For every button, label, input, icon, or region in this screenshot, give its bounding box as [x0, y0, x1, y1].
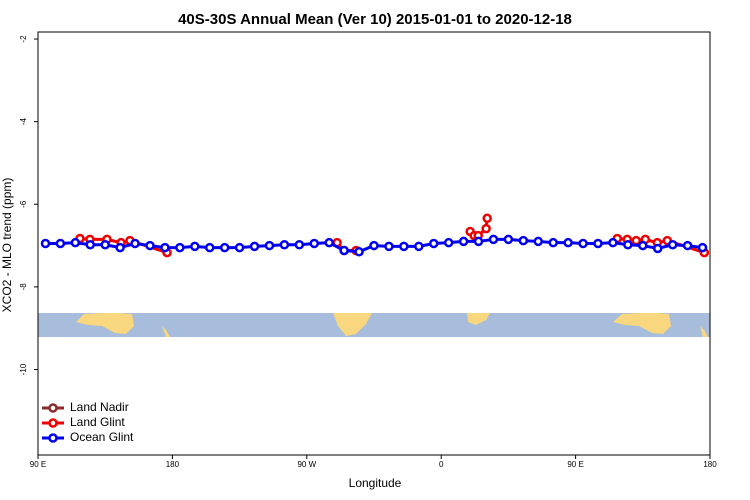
point	[264, 240, 275, 251]
point	[160, 242, 170, 253]
point	[482, 213, 492, 224]
point	[309, 238, 320, 249]
point	[130, 238, 140, 249]
point	[70, 237, 81, 248]
point	[40, 238, 51, 249]
point	[473, 236, 484, 247]
point	[488, 234, 499, 245]
point	[175, 242, 185, 253]
legend-label: Land Nadir	[70, 400, 129, 414]
y-axis-label: XCO2 - MLO trend (ppm)	[0, 178, 14, 313]
point	[458, 236, 469, 247]
x-tick-label: 180	[703, 460, 717, 469]
y-tick-label: -6	[19, 200, 28, 208]
point	[533, 236, 544, 247]
point	[234, 242, 245, 253]
point	[608, 237, 618, 248]
point	[443, 237, 454, 248]
point	[100, 239, 110, 250]
point	[578, 238, 588, 249]
point	[279, 239, 290, 250]
point	[638, 240, 648, 251]
point	[667, 239, 678, 250]
point	[384, 241, 394, 252]
legend-marker	[48, 433, 58, 443]
point	[399, 241, 409, 252]
point	[339, 245, 349, 256]
legend-label: Land Glint	[70, 415, 125, 429]
point	[652, 243, 663, 254]
point	[219, 242, 230, 253]
legend-label: Ocean Glint	[70, 430, 134, 444]
x-tick-label: 90 E	[567, 460, 583, 469]
map-strip	[38, 313, 710, 337]
point	[428, 238, 439, 249]
x-axis-label: Longitude	[349, 476, 402, 490]
point	[249, 241, 260, 252]
point	[115, 242, 125, 253]
point	[145, 240, 155, 251]
point	[294, 239, 305, 250]
plot-frame	[37, 31, 711, 456]
x-tick-label: 90 E	[30, 460, 46, 469]
point	[354, 247, 364, 257]
x-tick-label: 0	[439, 460, 444, 469]
point	[593, 238, 603, 249]
legend-marker	[48, 418, 58, 428]
point	[682, 240, 693, 251]
point	[631, 235, 641, 246]
point	[324, 237, 334, 248]
point	[503, 234, 514, 245]
point	[623, 239, 633, 250]
point	[85, 239, 96, 250]
y-tick-label: -2	[19, 35, 28, 43]
legend-marker	[48, 403, 58, 413]
point	[55, 238, 66, 249]
point	[204, 242, 215, 253]
point	[190, 241, 200, 252]
point	[414, 241, 424, 252]
chart-title: 40S-30S Annual Mean (Ver 10) 2015-01-01 …	[178, 11, 572, 28]
point	[548, 237, 558, 248]
point	[481, 223, 491, 234]
x-tick-label: 180	[166, 460, 180, 469]
y-tick-label: -8	[19, 283, 28, 291]
x-tick-label: 90 W	[297, 460, 316, 469]
point	[518, 235, 529, 246]
y-tick-label: -10	[19, 363, 28, 375]
point	[697, 242, 708, 253]
y-tick-label: -4	[19, 118, 28, 126]
point	[563, 237, 573, 248]
point	[369, 240, 379, 251]
